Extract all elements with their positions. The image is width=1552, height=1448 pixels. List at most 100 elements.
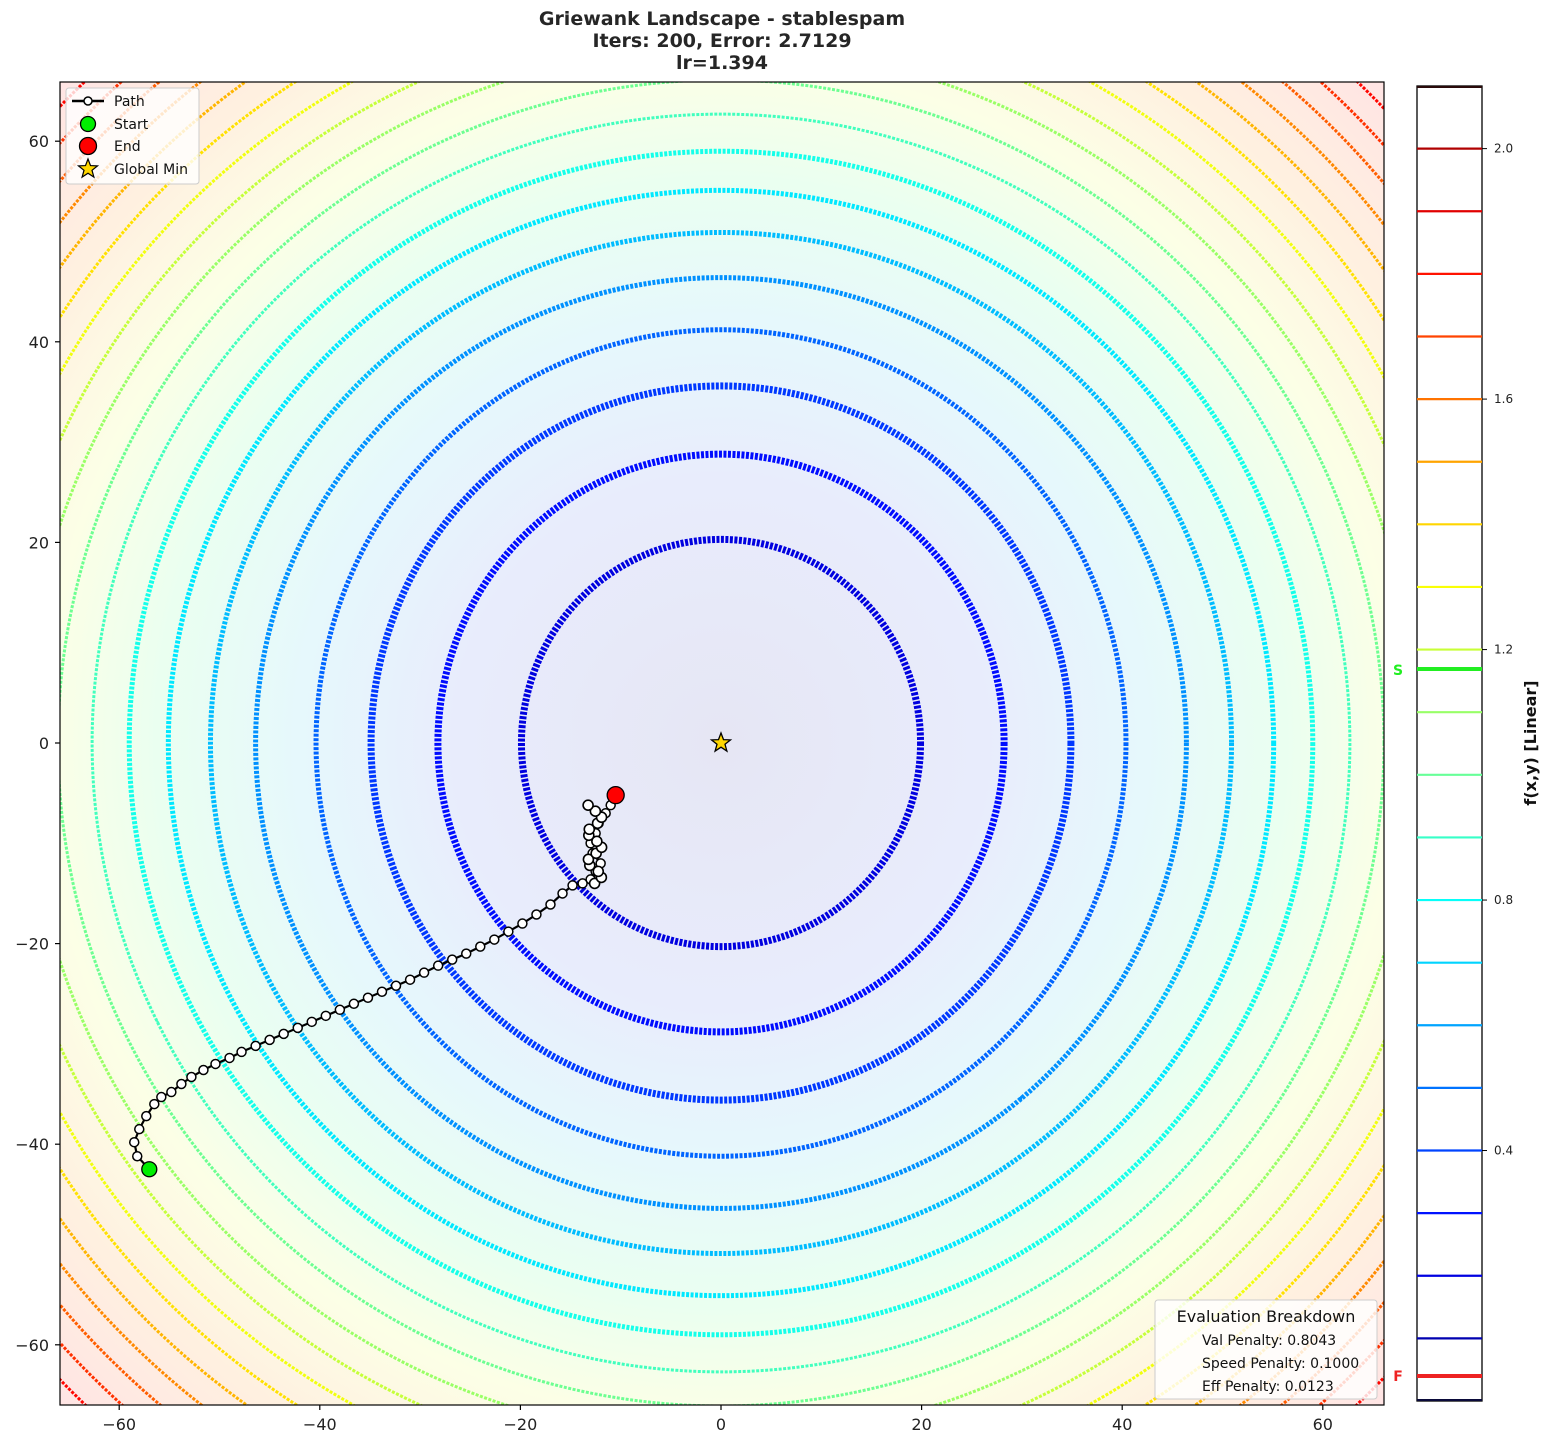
path-point xyxy=(128,1136,140,1148)
y-tick-label: 60 xyxy=(29,132,49,151)
colorbar-tick-label: 0.4 xyxy=(1494,1144,1513,1158)
path-point xyxy=(132,1150,143,1162)
legend-label-start: Start xyxy=(114,117,149,133)
path-point xyxy=(577,878,588,889)
path-point xyxy=(278,1028,289,1040)
eff-penalty: Eff Penalty: 0.0123 xyxy=(1202,1379,1334,1395)
legend-label-path: Path xyxy=(114,94,145,110)
x-tick-label: 0 xyxy=(716,1415,726,1434)
legend-label-global-min: Global Min xyxy=(114,162,188,178)
path-point xyxy=(592,865,605,878)
legend-path-icon xyxy=(72,96,104,106)
x-tick-label: 60 xyxy=(1313,1415,1333,1434)
y-axis: 60 40 20 0 −20 −40 −60 xyxy=(15,132,60,1355)
path-point xyxy=(583,823,596,836)
val-penalty: Val Penalty: 0.8043 xyxy=(1202,1333,1336,1349)
colorbar-tick-label: 1.2 xyxy=(1494,643,1513,657)
path-point xyxy=(210,1058,221,1070)
path-point xyxy=(166,1086,177,1098)
y-tick-label: 40 xyxy=(29,333,49,352)
end-point-marker xyxy=(606,786,625,805)
path-point xyxy=(557,888,568,899)
speed-penalty: Speed Penalty: 0.1000 xyxy=(1202,1356,1359,1372)
path-point xyxy=(134,1123,145,1135)
title-line-2: Iters: 200, Error: 2.7129 xyxy=(592,30,852,52)
contour-ring xyxy=(90,112,1352,1374)
path-point xyxy=(390,980,402,991)
legend-start-icon xyxy=(79,115,97,133)
x-tick-label: −40 xyxy=(303,1415,337,1434)
path-point xyxy=(250,1040,261,1052)
colorbar-tick-label: 0.8 xyxy=(1494,893,1513,907)
path-point xyxy=(545,899,556,910)
start-point-marker xyxy=(141,1161,158,1178)
path-point xyxy=(176,1078,187,1090)
path-point xyxy=(320,1010,332,1022)
contour-ring xyxy=(367,382,1075,1104)
global-min-star-icon xyxy=(709,731,733,753)
path-point xyxy=(591,835,603,848)
chart-title: Griewank Landscape - stablespam Iters: 2… xyxy=(0,8,1444,74)
legend-label-end: End xyxy=(114,139,141,155)
path-point xyxy=(446,954,458,965)
optimization-path xyxy=(128,786,625,1178)
contour-ring xyxy=(207,229,1235,1257)
path-point xyxy=(376,986,388,997)
path-point xyxy=(141,1110,152,1122)
contour-ring xyxy=(126,148,1316,1338)
x-tick-label: −60 xyxy=(102,1415,136,1434)
path-point xyxy=(348,998,360,1010)
evaluation-title: Evaluation Breakdown xyxy=(1177,1307,1356,1326)
contour-ring xyxy=(517,535,925,951)
legend: Path Start End Global Min xyxy=(65,87,200,185)
path-point xyxy=(432,960,444,971)
path-point xyxy=(224,1052,235,1064)
path-point xyxy=(418,967,430,978)
path-point xyxy=(149,1098,160,1110)
y-tick-label: −20 xyxy=(15,935,49,954)
x-tick-label: 40 xyxy=(1112,1415,1132,1434)
y-tick-label: −40 xyxy=(15,1135,49,1154)
path-point xyxy=(489,934,500,945)
path-point xyxy=(531,909,542,920)
path-point xyxy=(567,880,578,891)
colorbar-label: f(x,y) [Linear] xyxy=(1521,680,1540,805)
title-line-3: lr=1.394 xyxy=(676,52,768,74)
colorbar-start-marker: S xyxy=(1393,663,1403,679)
legend-star-icon xyxy=(76,157,100,179)
path-point xyxy=(362,992,374,1004)
path-point xyxy=(582,853,595,866)
x-tick-label: −20 xyxy=(504,1415,538,1434)
contour-ring xyxy=(165,187,1277,1299)
path-point xyxy=(582,799,594,811)
path-point xyxy=(306,1016,318,1028)
x-tick-label: 20 xyxy=(911,1415,931,1434)
colorbar-final-marker: F xyxy=(1393,1369,1403,1385)
path-point xyxy=(156,1091,167,1103)
x-axis: −60 −40 −20 0 20 40 60 xyxy=(102,1405,1333,1434)
path-point xyxy=(292,1022,303,1034)
path-point xyxy=(236,1046,247,1058)
y-tick-label: 20 xyxy=(29,533,49,552)
path-point xyxy=(517,918,528,929)
path-point xyxy=(503,926,514,937)
path-point xyxy=(460,948,472,959)
y-tick-label: 0 xyxy=(39,734,49,753)
colorbar: S F 2.0 1.6 1.2 0.8 0.4 f(x,y) [Linear] xyxy=(1393,85,1540,1402)
path-point xyxy=(404,974,416,985)
contour-ring xyxy=(434,450,1008,1036)
colorbar-tick-label: 2.0 xyxy=(1494,142,1513,156)
colorbar-tick-label: 1.6 xyxy=(1494,392,1513,406)
legend-end-icon xyxy=(78,136,98,156)
path-point xyxy=(198,1064,209,1076)
path-point xyxy=(186,1071,197,1083)
title-line-1: Griewank Landscape - stablespam xyxy=(538,8,906,30)
evaluation-breakdown: Evaluation Breakdown Val Penalty: 0.8043… xyxy=(1154,1299,1378,1400)
path-point xyxy=(589,805,602,818)
contour-ring xyxy=(313,327,1129,1159)
path-point xyxy=(334,1004,346,1016)
y-tick-label: −60 xyxy=(15,1336,49,1355)
contour-ring xyxy=(253,275,1189,1211)
